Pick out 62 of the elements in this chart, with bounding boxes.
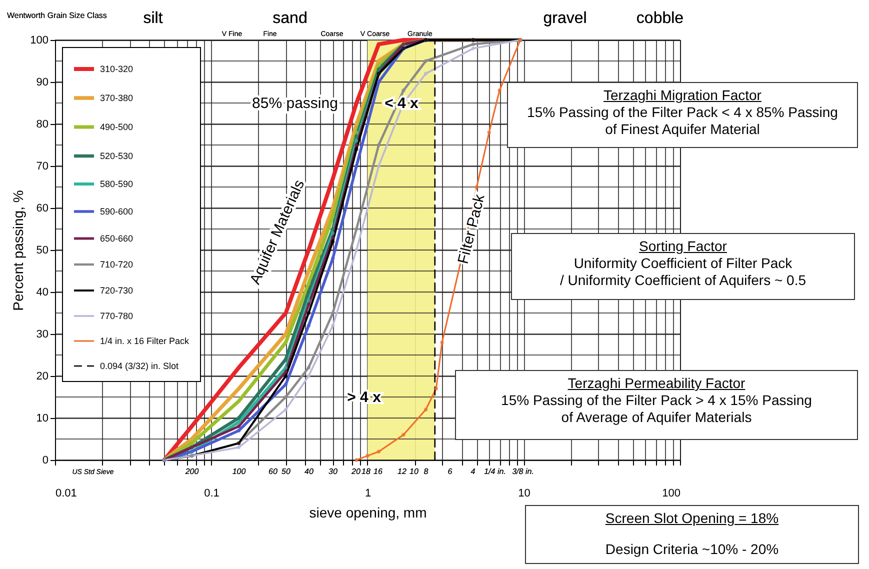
y-axis-title: Percent passing, % (10, 190, 26, 311)
text: 20 (350, 467, 361, 476)
text: 18 (362, 467, 371, 476)
y-tick-label: 90 (36, 76, 48, 88)
legend-label: 720-730 (100, 286, 134, 296)
x-tick-label: 100 (662, 488, 680, 500)
annotation: Filter Pack (454, 192, 488, 266)
y-tick-label: 30 (36, 328, 48, 340)
y-tick-label: 50 (36, 244, 48, 256)
legend-label: 580-590 (100, 179, 134, 189)
annotation: Terzaghi Permeability Factor (566, 375, 746, 392)
x-tick-label: 10 (518, 488, 530, 500)
text: 50 (282, 467, 291, 476)
legend-label: 590-600 (100, 206, 134, 216)
legend-label: 520-530 (100, 151, 134, 161)
legend-label: 0.094 (3/32) in. Slot (100, 361, 180, 371)
legend-label: 490-500 (100, 122, 134, 132)
y-tick-label: 70 (36, 160, 48, 172)
x-tick-label: 0.1 (204, 488, 220, 500)
y-tick-label: 10 (36, 412, 48, 424)
annotation: Uniformity Coefficient of Filter Pack / Uniformity Coefficient of Aquifers ~ 0.5 (558, 255, 808, 289)
annotation: 15% Passing of the Filter Pack < 4 x 85% Passing of Finest Aquifer Material (526, 104, 839, 138)
text: silt (143, 10, 164, 27)
y-tick-label: 80 (36, 118, 48, 130)
text: gravel (543, 10, 587, 27)
x-tick-label: 0.01 (56, 488, 77, 500)
y-tick-label: 20 (36, 370, 48, 382)
text: cobble (636, 10, 684, 27)
text: 1/4 in. (484, 467, 506, 476)
legend-label: 1/4 in. x 16 Filter Pack (100, 336, 190, 346)
text: 8 (424, 467, 429, 476)
annotation: Sorting Factor (638, 238, 728, 255)
text-box: Screen Slot Opening = 18% Design Criteria ~10% - 20% (525, 505, 859, 564)
x-tick-label: 1 (364, 488, 372, 500)
text: 40 (304, 467, 314, 476)
legend-label: 650-660 (100, 234, 134, 244)
legend-label: 370-380 (100, 93, 134, 103)
text-box: Terzaghi Migration Factor 15% Passing of the Filter Pack < 4 x 85% Passing of Finest Aquifer Material (507, 82, 858, 148)
y-tick-label: 0 (42, 454, 48, 466)
y-tick-label: 40 (36, 286, 48, 298)
x-axis-title: sieve opening, mm (309, 504, 427, 520)
text: 12 (398, 467, 407, 476)
legend-label: 310-320 (100, 64, 134, 74)
legend-label: 710-720 (100, 260, 134, 270)
legend-label: 770-780 (100, 311, 134, 321)
text: 4 (470, 467, 476, 476)
text: Wentworth Grain Size Class (7, 11, 107, 20)
text: 30 (328, 467, 338, 476)
text-box: Terzaghi Permeability Factor 15% Passing of the Filter Pack > 4 x 15% Passing of Average of Aquifer Materials (455, 370, 858, 440)
text: 10 (410, 467, 419, 476)
text: 16 (374, 467, 383, 476)
annotation: Terzaghi Migration Factor (602, 87, 762, 104)
text: 100 (232, 467, 246, 476)
text: 6 (448, 467, 453, 476)
text: 200 (184, 467, 200, 476)
text-box: Sorting Factor Uniformity Coefficient of Filter Pack / Uniformity Coefficient of Aquifers ~ 0.5 (511, 233, 855, 300)
text: 3/8 in. (512, 467, 534, 476)
annotation: 15% Passing of the Filter Pack > 4 x 15% Passing of Average of Aquifer Materials (500, 392, 813, 426)
text: 60 (268, 467, 278, 476)
text: sand (272, 10, 308, 27)
y-tick-label: 100 (30, 34, 48, 46)
y-tick-label: 60 (36, 202, 48, 214)
